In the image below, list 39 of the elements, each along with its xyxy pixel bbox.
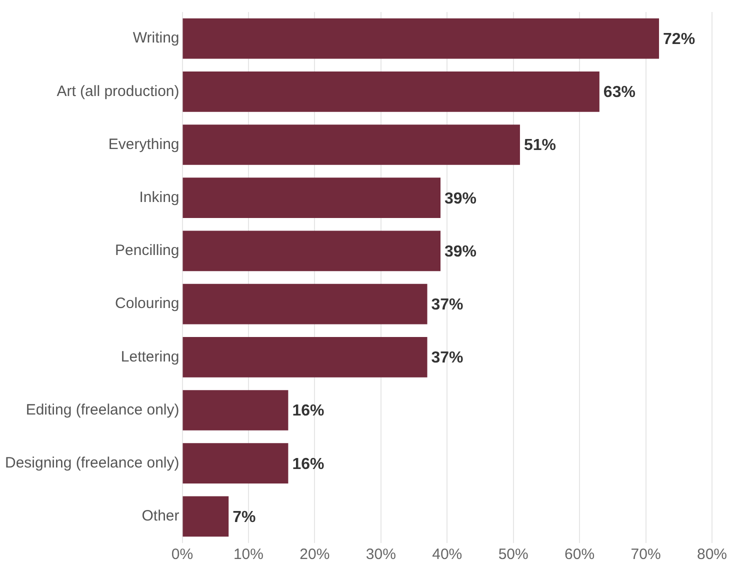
- y-tick-label: Designing (freelance only): [4, 454, 180, 472]
- bar: [182, 230, 441, 272]
- data-label: 63%: [603, 84, 636, 102]
- bar: [182, 124, 520, 165]
- y-tick-label: Inking: [139, 188, 180, 206]
- bar: [182, 178, 441, 218]
- bar: [182, 496, 229, 537]
- bar: [182, 336, 428, 378]
- bar: [182, 390, 288, 430]
- data-label: 16%: [292, 456, 324, 473]
- x-tick-label: 0%: [171, 546, 194, 564]
- x-tick-label: 40%: [432, 546, 462, 564]
- x-tick-label: 60%: [564, 546, 595, 564]
- bar: [182, 18, 660, 59]
- y-tick-label: Writing: [132, 30, 180, 47]
- y-tick-label: Everything: [108, 136, 180, 153]
- data-label: 7%: [232, 508, 256, 526]
- x-tick-label: 80%: [696, 546, 728, 564]
- y-tick-label: Lettering: [120, 348, 180, 366]
- x-tick-label: 30%: [366, 546, 396, 564]
- data-label: 39%: [444, 243, 477, 260]
- data-label: 37%: [431, 296, 464, 314]
- bar: [182, 284, 428, 324]
- bar: [182, 443, 288, 484]
- data-label: 16%: [292, 402, 324, 420]
- y-tick-label: Pencilling: [115, 242, 180, 260]
- data-label: 39%: [444, 190, 477, 208]
- data-label: 72%: [663, 30, 696, 48]
- data-label: 37%: [431, 350, 464, 367]
- bar: [182, 71, 600, 112]
- x-tick-label: 70%: [630, 546, 661, 564]
- x-tick-label: 50%: [498, 546, 528, 564]
- y-tick-label: Colouring: [115, 295, 180, 312]
- data-label: 51%: [524, 137, 556, 154]
- y-tick-label: Editing (freelance only): [26, 401, 180, 418]
- x-tick-label: 20%: [300, 546, 330, 564]
- y-tick-label: Other: [142, 508, 180, 525]
- x-tick-label: 10%: [233, 546, 264, 564]
- y-tick-label: Art (all production): [56, 82, 180, 100]
